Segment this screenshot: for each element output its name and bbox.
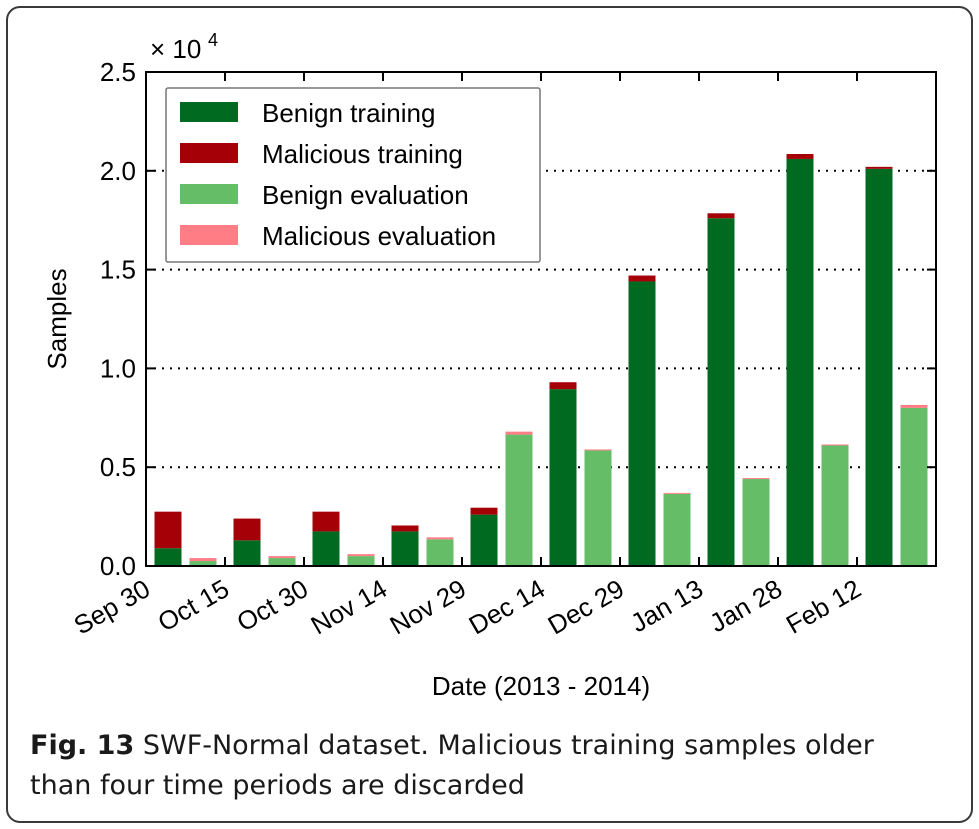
bar-benign-training: [154, 548, 182, 566]
bar-benign-training: [233, 540, 261, 566]
x-axis-label: Date (2013 - 2014): [432, 671, 650, 701]
y-tick-label: 0.5: [100, 452, 136, 482]
bar-benign-training: [707, 218, 735, 566]
legend-swatch: [180, 102, 238, 122]
bar-malicious-training: [154, 511, 182, 549]
y-tick-label: 1.0: [100, 353, 136, 383]
x-tick-label: Oct 30: [232, 573, 313, 637]
y-multiplier: × 10: [150, 34, 201, 64]
bar-benign-training: [470, 514, 498, 566]
bar-benign-evaluation: [742, 479, 770, 566]
x-tick-label: Jan 13: [625, 573, 708, 638]
legend-box: [165, 87, 541, 263]
y-tick-label: 2.0: [100, 156, 136, 186]
x-tick-label: Dec 29: [543, 573, 629, 640]
bar-benign-evaluation: [663, 493, 691, 566]
caption-text: SWF-Normal dataset. Malicious training s…: [30, 730, 874, 801]
bar-malicious-training: [233, 518, 261, 541]
bar-malicious-training: [549, 382, 577, 390]
bar-malicious-evaluation: [505, 431, 533, 435]
bar-malicious-evaluation: [742, 478, 770, 480]
y-tick-label: 0.0: [100, 551, 136, 581]
bar-benign-training: [786, 158, 814, 566]
x-tick-label: Nov 14: [306, 573, 392, 640]
legend-swatch: [180, 143, 238, 163]
x-tick-label: Oct 15: [153, 573, 234, 637]
x-tick-label: Nov 29: [385, 573, 471, 640]
bar-malicious-evaluation: [189, 558, 217, 562]
bar-benign-evaluation: [505, 434, 533, 566]
bar-malicious-evaluation: [663, 492, 691, 494]
bar-benign-training: [549, 389, 577, 566]
bar-malicious-evaluation: [821, 444, 849, 446]
bar-malicious-evaluation: [268, 556, 296, 559]
bar-malicious-evaluation: [900, 404, 928, 408]
bar-benign-training: [312, 531, 340, 566]
y-tick-label: 1.5: [100, 255, 136, 285]
bar-benign-evaluation: [347, 556, 375, 566]
bar-malicious-evaluation: [426, 537, 454, 540]
y-multiplier-exponent: 4: [208, 30, 218, 50]
legend-swatch: [180, 225, 238, 245]
bar-malicious-training: [391, 525, 419, 532]
legend-label: Malicious evaluation: [262, 221, 496, 251]
bar-benign-evaluation: [426, 539, 454, 566]
bar-malicious-training: [312, 511, 340, 532]
x-tick-label: Feb 12: [781, 573, 866, 639]
bar-benign-evaluation: [268, 558, 296, 566]
x-tick-label: Jan 28: [704, 573, 787, 638]
legend-swatch: [180, 184, 238, 204]
bar-malicious-evaluation: [584, 449, 612, 451]
bar-malicious-training: [786, 154, 814, 159]
legend-label: Malicious training: [262, 139, 463, 169]
bar-benign-training: [391, 531, 419, 566]
bar-malicious-training: [707, 213, 735, 219]
bar-benign-training: [865, 168, 893, 566]
bar-malicious-training: [865, 166, 893, 169]
x-tick-label: Sep 30: [69, 573, 155, 640]
bar-malicious-training: [628, 275, 656, 282]
legend-label: Benign training: [262, 98, 435, 128]
legend-label: Benign evaluation: [262, 180, 469, 210]
bar-benign-evaluation: [189, 561, 217, 566]
figure-caption: Fig. 13 SWF-Normal dataset. Malicious tr…: [30, 726, 930, 806]
y-axis-label: Samples: [42, 268, 72, 369]
bar-benign-evaluation: [584, 450, 612, 566]
bar-benign-evaluation: [900, 407, 928, 566]
x-tick-label: Dec 14: [464, 573, 550, 640]
bar-benign-evaluation: [821, 445, 849, 566]
bar-benign-training: [628, 281, 656, 566]
caption-label: Fig. 13: [30, 730, 135, 761]
bar-malicious-evaluation: [347, 554, 375, 557]
bar-malicious-training: [470, 507, 498, 515]
y-tick-label: 2.5: [100, 57, 136, 87]
